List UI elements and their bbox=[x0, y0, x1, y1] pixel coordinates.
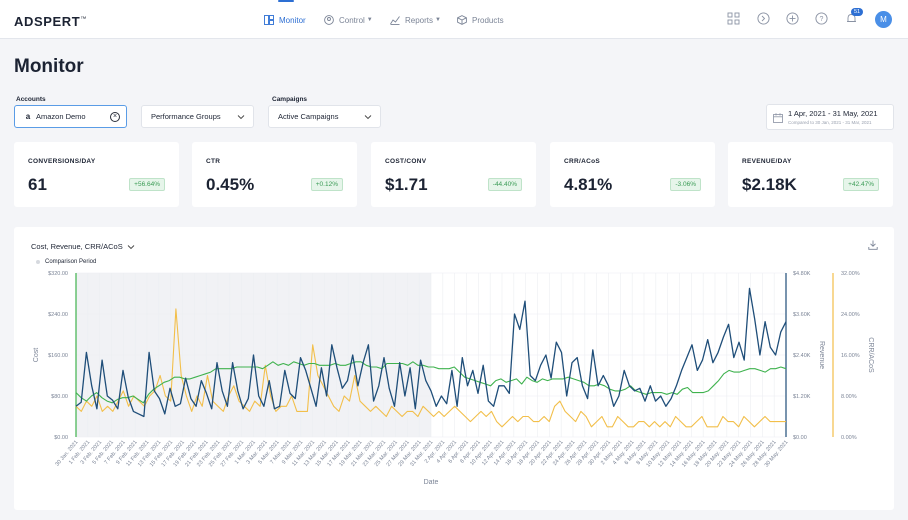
accounts-value: Amazon Demo bbox=[36, 112, 86, 121]
reports-icon bbox=[390, 16, 400, 25]
monitor-icon bbox=[264, 15, 274, 25]
nav-item-reports[interactable]: Reports ▼ bbox=[390, 13, 441, 27]
kpi-value: $1.71 bbox=[385, 175, 428, 194]
page-title: Monitor bbox=[14, 56, 84, 77]
kpi-value: 0.45% bbox=[206, 175, 255, 194]
series-line-cost bbox=[75, 287, 787, 418]
kpi-card-revenue[interactable]: REVENUE/DAY $2.18K +42.47% bbox=[728, 142, 893, 207]
metric-selector-label: Cost, Revenue, CRR/ACoS bbox=[31, 242, 123, 251]
nav-label: Control bbox=[339, 15, 365, 25]
groups-value: Performance Groups bbox=[151, 112, 221, 121]
y-tick-crr: 8.00% bbox=[841, 394, 857, 400]
chevron-down-icon: ▼ bbox=[366, 17, 373, 23]
kpi-value: $2.18K bbox=[742, 175, 797, 194]
nav-item-products[interactable]: Products bbox=[457, 13, 504, 27]
products-icon bbox=[457, 15, 467, 25]
nav-label: Reports bbox=[405, 15, 434, 25]
series-line-revenue bbox=[75, 361, 787, 404]
y-tick-left: $0.00 bbox=[54, 435, 68, 441]
nav-label: Products bbox=[472, 15, 504, 25]
kpi-card-conversions[interactable]: CONVERSIONS/DAY 61 +56.64% bbox=[14, 142, 179, 207]
y-tick-revenue: $3.60K bbox=[793, 312, 811, 318]
y-tick-left: $160.00 bbox=[48, 353, 68, 359]
y-axis-crr-title: CRR/ACoS bbox=[867, 337, 874, 373]
team-icon[interactable] bbox=[727, 12, 740, 25]
active-nav-indicator bbox=[278, 0, 294, 2]
metric-selector[interactable]: Cost, Revenue, CRR/ACoS bbox=[31, 242, 135, 251]
y-tick-revenue: $2.40K bbox=[793, 353, 811, 359]
control-icon bbox=[324, 15, 334, 25]
y-tick-left: $80.00 bbox=[51, 394, 68, 400]
y-tick-revenue: $4.80K bbox=[793, 271, 811, 277]
nav-item-control[interactable]: Control ▼ bbox=[324, 13, 373, 27]
forward-icon[interactable] bbox=[757, 12, 770, 25]
date-range-value: 1 Apr, 2021 - 31 May, 2021 bbox=[788, 109, 878, 118]
accounts-label: Accounts bbox=[16, 96, 46, 103]
y-tick-crr: 32.00% bbox=[841, 271, 860, 277]
compared-to-text: Compared to 30 Jan, 2021 - 31 Mar, 2021 bbox=[788, 120, 872, 125]
kpi-card-ctr[interactable]: CTR 0.45% +0.12% bbox=[192, 142, 357, 207]
kpi-value: 4.81% bbox=[564, 175, 613, 194]
accounts-select[interactable]: a Amazon Demo × bbox=[14, 105, 127, 128]
kpi-label: CONVERSIONS/DAY bbox=[28, 158, 96, 165]
chart-legend[interactable]: Comparison Period bbox=[36, 259, 96, 265]
y-tick-left: $320.00 bbox=[48, 271, 68, 277]
chevron-down-icon bbox=[237, 115, 245, 120]
svg-text:?: ? bbox=[820, 16, 824, 23]
kpi-delta-badge: +56.64% bbox=[129, 178, 165, 191]
download-icon[interactable] bbox=[868, 240, 878, 250]
chevron-down-icon bbox=[364, 115, 372, 120]
kpi-delta-badge: -44.40% bbox=[487, 178, 522, 191]
top-navbar: ADSPERT™ Monitor Control ▼ Reports ▼ Produ… bbox=[0, 0, 908, 39]
nav-label: Monitor bbox=[279, 15, 306, 25]
nav-item-monitor[interactable]: Monitor bbox=[264, 13, 306, 27]
kpi-label: CRR/ACoS bbox=[564, 158, 600, 165]
kpi-delta-badge: +42.47% bbox=[843, 178, 879, 191]
y-tick-crr: 16.00% bbox=[841, 353, 860, 359]
line-chart: $0.00 $80.00 $160.00 $240.00 $320.00 $0.00 $1.… bbox=[33, 271, 874, 486]
chevron-down-icon: ▼ bbox=[435, 17, 441, 23]
user-avatar[interactable]: M bbox=[875, 11, 892, 28]
adspert-logo[interactable]: ADSPERT™ bbox=[14, 14, 87, 29]
help-icon[interactable]: ? bbox=[815, 12, 828, 25]
kpi-value: 61 bbox=[28, 175, 47, 194]
x-axis-title: Date bbox=[424, 479, 439, 486]
date-range-picker[interactable]: 1 Apr, 2021 - 31 May, 2021 Compared to 3… bbox=[766, 104, 894, 130]
add-icon[interactable] bbox=[786, 12, 799, 25]
kpi-label: CTR bbox=[206, 158, 221, 165]
notification-badge: 51 bbox=[851, 8, 864, 16]
legend-dot bbox=[36, 260, 40, 264]
kpi-delta-badge: +0.12% bbox=[310, 178, 343, 191]
performance-groups-select[interactable]: Performance Groups bbox=[141, 105, 254, 128]
y-tick-crr: 0.00% bbox=[841, 435, 857, 441]
calendar-icon bbox=[773, 113, 783, 123]
campaigns-select[interactable]: Active Campaigns bbox=[268, 105, 381, 128]
campaigns-label: Campaigns bbox=[272, 96, 308, 103]
y-tick-revenue: $1.20K bbox=[793, 394, 811, 400]
y-tick-crr: 24.00% bbox=[841, 312, 860, 318]
campaigns-value: Active Campaigns bbox=[278, 112, 339, 121]
chevron-down-icon bbox=[127, 244, 135, 249]
kpi-label: REVENUE/DAY bbox=[742, 158, 792, 165]
kpi-card-crr-acos[interactable]: CRR/ACoS 4.81% -3.06% bbox=[550, 142, 715, 207]
kpi-label: COST/CONV bbox=[385, 158, 427, 165]
y-axis-revenue-title: Revenue bbox=[818, 341, 825, 369]
y-tick-left: $240.00 bbox=[48, 312, 68, 318]
chart-card: Cost, Revenue, CRR/ACoS Comparison Perio… bbox=[14, 227, 894, 510]
y-axis-left-title: Cost bbox=[33, 348, 40, 362]
kpi-card-cost-conv[interactable]: COST/CONV $1.71 -44.40% bbox=[371, 142, 536, 207]
kpi-delta-badge: -3.06% bbox=[670, 178, 701, 191]
clear-icon[interactable]: × bbox=[110, 112, 120, 122]
y-tick-revenue: $0.00 bbox=[793, 435, 807, 441]
legend-label: Comparison Period bbox=[45, 259, 97, 265]
amazon-icon: a bbox=[25, 112, 31, 121]
